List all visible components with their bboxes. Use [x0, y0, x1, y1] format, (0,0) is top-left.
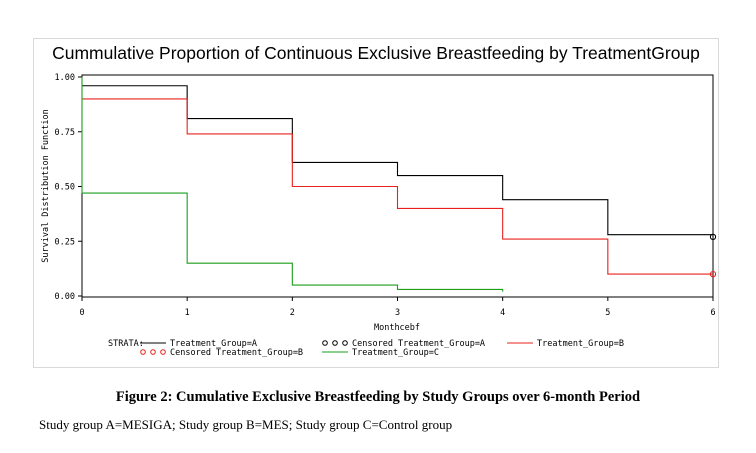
x-tick-label-6: 6 — [710, 308, 715, 318]
figure-caption: Figure 2: Cumulative Exclusive Breastfee… — [115, 389, 641, 405]
x-axis: 0 1 2 3 4 5 6 — [79, 297, 716, 318]
x-tick-label-2: 2 — [290, 308, 295, 318]
censor-marker-a — [709, 233, 717, 241]
legend-marker-3-0 — [140, 349, 146, 355]
censor-marker-b — [709, 270, 717, 278]
series-line-b — [82, 98, 713, 275]
series-layer — [81, 77, 714, 292]
chart-frame — [33, 38, 719, 368]
y-tick-label-0: 0.00 — [55, 292, 75, 302]
y-axis: 0.00 0.25 0.50 0.75 1.00 — [55, 73, 82, 302]
y-axis-label: Survival Distribution Function — [41, 109, 51, 263]
legend-marker-1-1 — [332, 340, 338, 346]
x-axis-label: Monthcebf — [374, 323, 420, 333]
x-tick-label-5: 5 — [605, 308, 610, 318]
x-tick-label-0: 0 — [79, 308, 84, 318]
legend-label-4: Treatment_Group=C — [352, 348, 439, 358]
legend: STRATA: Treatment_Group=A Censored Treatme… — [108, 339, 624, 358]
figure-note: Study group A=MESIGA; Study group B=MES;… — [39, 417, 453, 432]
legend-marker-1-0 — [322, 340, 328, 346]
x-tick-label-3: 3 — [395, 308, 400, 318]
legend-label-3: Censored Treatment_Group=B — [170, 348, 303, 358]
series-line-a — [82, 85, 714, 237]
y-tick-label-2: 0.50 — [55, 183, 75, 193]
y-tick-label-3: 0.75 — [55, 128, 75, 138]
y-tick-label-4: 1.00 — [55, 73, 75, 83]
legend-label-1: Censored Treatment_Group=A — [352, 339, 485, 349]
y-tick-label-1: 0.25 — [55, 237, 75, 247]
legend-marker-1-2 — [342, 340, 348, 346]
x-tick-label-1: 1 — [185, 308, 190, 318]
series-line-c — [81, 77, 504, 292]
chart-title: Cummulative Proportion of Continuous Exc… — [52, 43, 700, 63]
legend-label-2: Treatment_Group=B — [537, 339, 624, 349]
x-tick-label-4: 4 — [500, 308, 505, 318]
legend-marker-3-1 — [150, 349, 156, 355]
legend-label-0: Treatment_Group=A — [170, 339, 257, 349]
censor-layer — [709, 233, 717, 278]
legend-marker-3-2 — [160, 349, 166, 355]
legend-title: STRATA: — [108, 339, 144, 349]
